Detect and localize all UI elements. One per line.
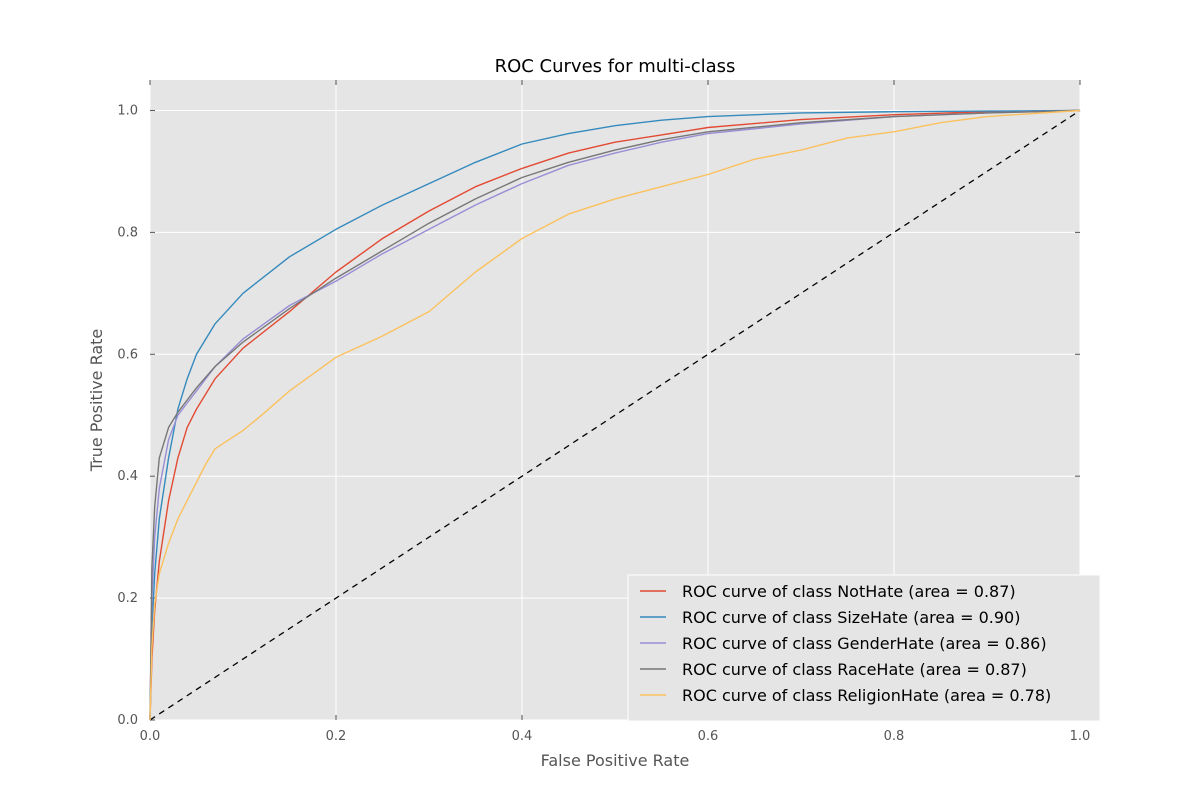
- x-tick-label: 0.4: [512, 729, 533, 744]
- x-tick-label: 0.6: [698, 729, 719, 744]
- chance-diagonal-line: [149, 109, 1081, 721]
- reference-line-group: [149, 109, 1081, 721]
- chart-title: ROC Curves for multi-class: [495, 56, 736, 77]
- legend-label: ROC curve of class SizeHate (area = 0.90…: [682, 608, 1020, 627]
- legend-label: ROC curve of class NotHate (area = 0.87): [682, 582, 1016, 601]
- y-tick-label: 0.2: [117, 591, 138, 606]
- legend-label: ROC curve of class GenderHate (area = 0.…: [682, 634, 1047, 653]
- y-tick-label: 0.4: [117, 469, 138, 484]
- legend: ROC curve of class NotHate (area = 0.87)…: [627, 574, 1101, 722]
- x-tick-label: 0.2: [326, 729, 347, 744]
- legend-box: [627, 574, 1101, 722]
- roc-series-line-2: [149, 109, 1081, 721]
- roc-series-line-4: [149, 109, 1081, 721]
- series-group: [149, 109, 1081, 721]
- y-tick-label: 0.8: [117, 225, 138, 240]
- legend-label: ROC curve of class ReligionHate (area = …: [682, 686, 1051, 705]
- y-axis-title: True Positive Rate: [87, 329, 106, 473]
- x-axis-title: False Positive Rate: [541, 751, 690, 770]
- roc-series-line-3: [149, 109, 1081, 721]
- roc-series-line-1: [149, 109, 1081, 721]
- x-tick-label: 0.0: [140, 729, 161, 744]
- axis-ticks: 0.0 0.2 0.4 0.6 0.8 1.0 0.0 0.2 0.4 0.6 0.8 1.0: [117, 80, 1090, 744]
- legend-label: ROC curve of class RaceHate (area = 0.87…: [682, 660, 1027, 679]
- x-tick-label: 1.0: [1070, 729, 1091, 744]
- x-tick-label: 0.8: [884, 729, 905, 744]
- y-tick-label: 0.6: [117, 347, 138, 362]
- y-tick-label: 1.0: [117, 103, 138, 118]
- roc-series-line-0: [149, 109, 1081, 721]
- y-tick-label: 0.0: [117, 713, 138, 728]
